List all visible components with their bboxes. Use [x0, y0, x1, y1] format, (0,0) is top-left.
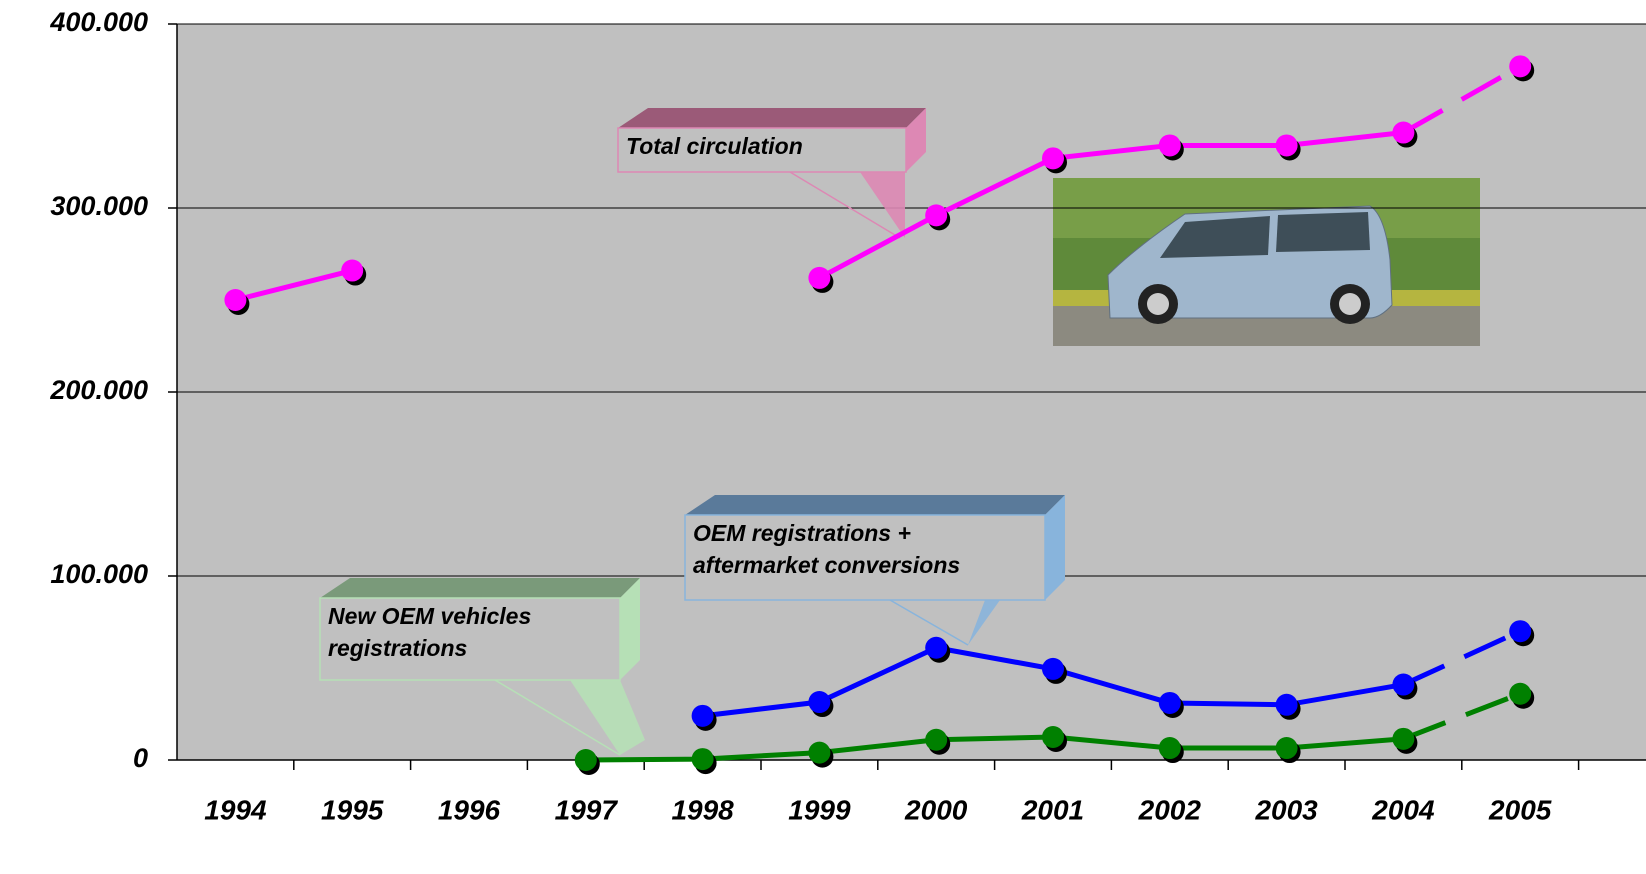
marker [808, 691, 830, 713]
y-tick-label: 100.000 [50, 559, 148, 589]
marker [1392, 674, 1414, 696]
y-tick-label: 400.000 [49, 7, 148, 37]
x-tick-label: 1998 [671, 794, 734, 825]
chart: 0 100.000 200.000 300.000 400.000 1994 1995 199… [0, 0, 1646, 869]
marker [925, 729, 947, 751]
x-tick-label: 1994 [204, 794, 267, 825]
page: {"chart_data": {"type": "line", "categor… [0, 0, 1646, 869]
callout-top [685, 495, 1065, 515]
marker [1042, 658, 1064, 680]
y-tick-label: 200.000 [49, 375, 148, 405]
marker [1276, 694, 1298, 716]
marker [1159, 737, 1181, 759]
callout-text: aftermarket conversions [693, 552, 960, 578]
car-photo [1053, 178, 1480, 346]
marker [925, 637, 947, 659]
marker [1509, 620, 1531, 642]
x-tick-label: 2003 [1254, 794, 1318, 825]
x-tick-label: 1995 [321, 794, 384, 825]
marker [1159, 134, 1181, 156]
x-tick-label: 2004 [1371, 794, 1435, 825]
callout-top [320, 578, 640, 598]
callout-text: OEM registrations + [693, 520, 911, 546]
x-tick-label: 1996 [438, 794, 501, 825]
callout-text: Total circulation [626, 133, 803, 159]
marker [1509, 55, 1531, 77]
x-tick-label: 2000 [904, 794, 968, 825]
callout-text: New OEM vehicles [328, 603, 531, 629]
marker [1392, 728, 1414, 750]
marker [1509, 683, 1531, 705]
marker [1042, 147, 1064, 169]
callout-text: registrations [328, 635, 467, 661]
y-tick-label: 0 [133, 743, 148, 773]
marker [692, 748, 714, 770]
marker [925, 204, 947, 226]
x-tick-label: 1997 [555, 794, 619, 825]
x-tick-label: 2005 [1488, 794, 1552, 825]
marker [1159, 692, 1181, 714]
marker [224, 289, 246, 311]
marker [575, 749, 597, 771]
x-tick-label: 2001 [1021, 794, 1084, 825]
y-tick-label: 300.000 [50, 191, 148, 221]
marker [341, 260, 363, 282]
marker [808, 267, 830, 289]
marker [1276, 134, 1298, 156]
marker [808, 742, 830, 764]
marker [1042, 726, 1064, 748]
marker [1276, 737, 1298, 759]
x-tick-label: 1999 [788, 794, 851, 825]
callout-top [618, 108, 926, 128]
marker [692, 705, 714, 727]
x-tick-label: 2002 [1138, 794, 1202, 825]
marker [1392, 122, 1414, 144]
